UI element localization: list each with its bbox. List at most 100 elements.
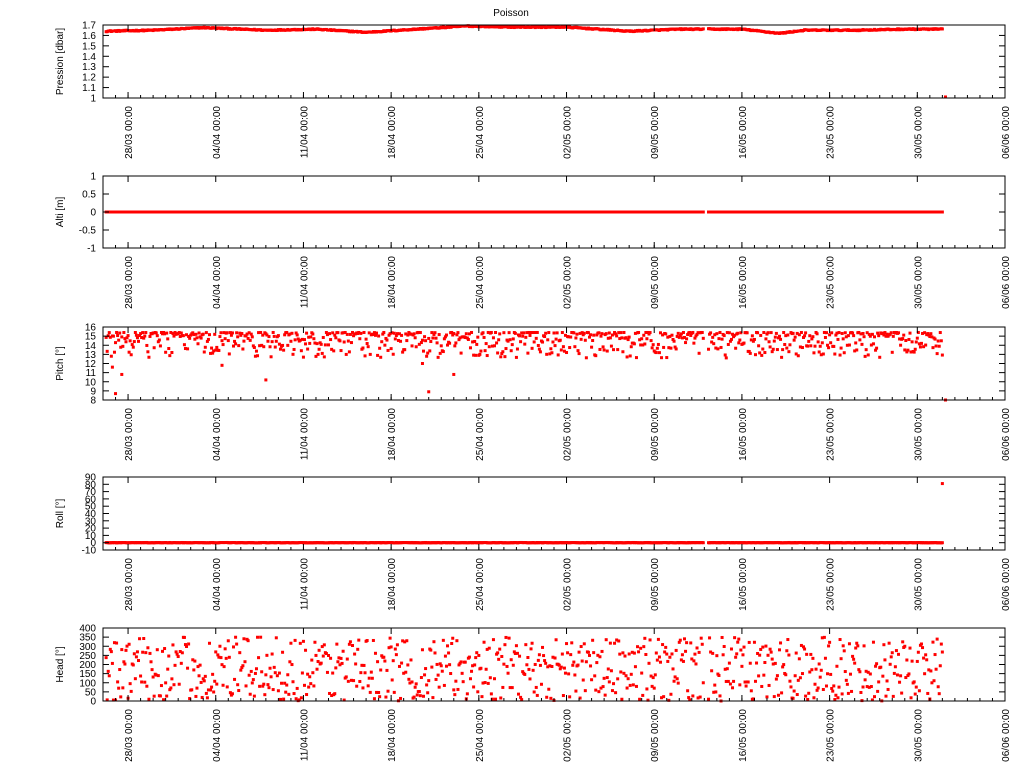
data-point bbox=[281, 650, 285, 654]
data-point bbox=[490, 697, 494, 701]
data-point bbox=[886, 687, 890, 691]
data-point bbox=[541, 645, 545, 649]
data-point bbox=[836, 337, 840, 341]
data-point bbox=[471, 340, 475, 344]
data-point bbox=[684, 341, 688, 345]
data-point bbox=[655, 346, 659, 350]
data-point bbox=[885, 679, 889, 683]
data-point bbox=[121, 686, 125, 690]
data-point bbox=[810, 337, 814, 341]
y-tick-label: 100 bbox=[79, 678, 96, 689]
x-tick-label: 11/04 00:00 bbox=[299, 256, 310, 309]
data-point bbox=[257, 331, 261, 335]
data-point bbox=[579, 337, 583, 341]
data-point bbox=[185, 645, 189, 648]
data-point bbox=[351, 330, 355, 334]
data-point bbox=[207, 333, 211, 337]
data-point bbox=[715, 332, 719, 336]
x-tick-label: 16/05 00:00 bbox=[738, 558, 749, 611]
data-point bbox=[473, 663, 477, 667]
data-point bbox=[486, 681, 490, 685]
data-point bbox=[689, 641, 693, 645]
data-point bbox=[513, 651, 517, 655]
data-point bbox=[568, 346, 572, 350]
data-point bbox=[362, 663, 366, 667]
data-point bbox=[736, 331, 740, 335]
data-point bbox=[592, 651, 596, 655]
data-point bbox=[347, 350, 351, 354]
data-point bbox=[388, 636, 392, 640]
data-point bbox=[183, 643, 187, 647]
data-point bbox=[227, 352, 231, 356]
data-point bbox=[121, 344, 125, 348]
data-point bbox=[502, 331, 506, 335]
data-point bbox=[733, 636, 737, 640]
data-point bbox=[544, 331, 548, 335]
data-point bbox=[788, 679, 792, 683]
data-point bbox=[656, 342, 660, 346]
data-point bbox=[558, 667, 562, 671]
data-point bbox=[639, 646, 643, 650]
data-point bbox=[333, 692, 337, 696]
data-point bbox=[897, 331, 901, 335]
data-point bbox=[563, 671, 567, 675]
data-point bbox=[639, 343, 643, 347]
data-point bbox=[476, 690, 480, 694]
data-point bbox=[569, 653, 573, 657]
data-point bbox=[150, 668, 154, 672]
data-point bbox=[546, 665, 550, 669]
x-tick-label: 28/03 00:00 bbox=[124, 106, 135, 159]
data-point bbox=[132, 340, 136, 344]
data-point bbox=[533, 331, 537, 335]
data-point bbox=[898, 680, 902, 684]
data-point bbox=[522, 331, 526, 335]
data-point bbox=[239, 668, 243, 672]
data-point bbox=[456, 687, 460, 691]
data-point bbox=[826, 672, 830, 676]
y-tick-label: 350 bbox=[79, 633, 96, 644]
data-point bbox=[284, 690, 288, 694]
data-point bbox=[386, 348, 390, 352]
data-point bbox=[607, 680, 611, 684]
data-point-outlier bbox=[220, 363, 224, 367]
data-point bbox=[129, 353, 133, 357]
data-point bbox=[769, 331, 773, 335]
data-point bbox=[833, 352, 837, 356]
data-point bbox=[214, 348, 218, 352]
data-point bbox=[711, 335, 715, 339]
data-point bbox=[824, 331, 828, 335]
data-point bbox=[482, 640, 486, 644]
data-point bbox=[285, 331, 289, 335]
data-point bbox=[489, 692, 493, 696]
data-point bbox=[342, 698, 346, 702]
data-point bbox=[475, 651, 479, 655]
data-point bbox=[674, 648, 678, 652]
data-point bbox=[120, 648, 124, 652]
data-point bbox=[823, 656, 827, 660]
data-point bbox=[141, 650, 145, 654]
data-point bbox=[463, 336, 467, 340]
data-point bbox=[268, 666, 272, 670]
data-point bbox=[898, 337, 902, 341]
x-tick-label: 25/04 00:00 bbox=[475, 106, 486, 159]
data-point bbox=[733, 333, 737, 337]
data-point bbox=[553, 344, 557, 348]
data-point bbox=[252, 345, 256, 349]
data-point bbox=[518, 334, 522, 338]
data-point bbox=[261, 684, 265, 688]
data-point bbox=[441, 350, 445, 354]
data-point bbox=[644, 653, 648, 656]
data-point bbox=[709, 650, 713, 654]
data-point bbox=[700, 642, 704, 646]
data-point bbox=[563, 333, 567, 337]
data-point bbox=[810, 668, 814, 672]
data-point bbox=[427, 679, 431, 683]
data-point bbox=[694, 662, 698, 666]
data-point bbox=[739, 648, 743, 652]
data-point bbox=[847, 642, 851, 646]
data-point bbox=[188, 336, 192, 340]
data-point bbox=[701, 336, 705, 340]
data-point bbox=[741, 653, 745, 657]
data-point bbox=[502, 662, 506, 666]
